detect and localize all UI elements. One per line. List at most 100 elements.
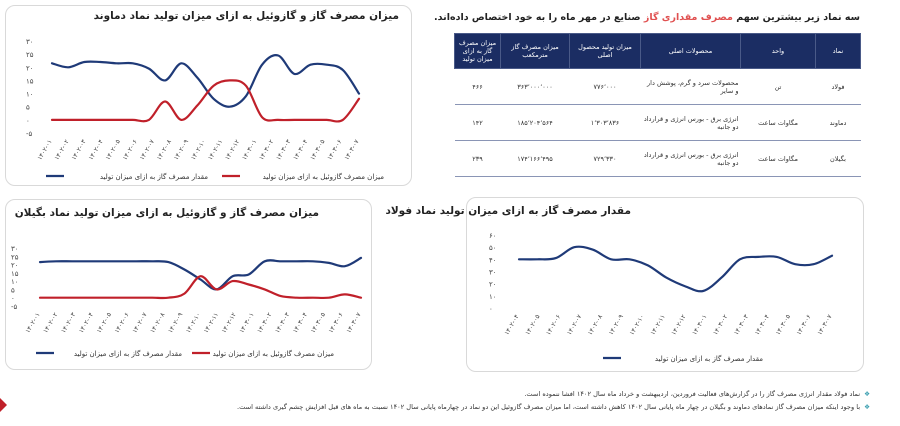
x-tick-label: ۱۴۰۳-۰۷	[816, 313, 834, 337]
gas-consumption-series-line	[38, 256, 363, 291]
x-tick-label: ۱۴۰۲-۱۱	[649, 314, 666, 337]
x-tick-label: ۱۴۰۲-۰۶	[122, 139, 139, 162]
x-tick-label: ۱۴۰۲-۰۸	[149, 311, 167, 335]
table-title-before: سه نماد زیر بیشترین سهم	[736, 12, 860, 23]
y-tick-label: ۱۰	[26, 91, 34, 99]
foolad-chart-panel: مقدار مصرف گاز به ازای میزان تولید نماد …	[385, 197, 864, 372]
y-tick-label: ۴۰	[489, 256, 497, 264]
x-tick-label: ۱۴۰۳-۰۳	[733, 313, 751, 337]
header-symbol: نماد	[815, 33, 861, 69]
y-tick-label: ۰	[26, 117, 30, 125]
x-tick-label: ۱۴۰۲-۰۹	[173, 138, 191, 162]
header-gas-per-production: میزان مصرف گاز به ازای میزان تولید	[454, 33, 501, 69]
x-tick-label: ۱۴۰۲-۱۰	[629, 314, 646, 337]
gas-consumption-table: نماد واحد محصولات اصلی میزان تولید محصول…	[454, 33, 861, 177]
legend-label: میزان مصرف گازوئیل به ازای میزان تولید	[263, 172, 385, 181]
table-title: سه نماد زیر بیشترین سهم مصرف مقداری گاز …	[434, 12, 860, 23]
x-tick-label: ۱۴۰۳-۰۲	[256, 311, 274, 335]
y-tick-label: ۵	[26, 104, 30, 112]
y-tick-label: ۱۰	[489, 293, 497, 301]
header-main-products: محصولات اصلی	[640, 33, 741, 69]
cell-unit: تن	[740, 68, 816, 105]
page-edge-marker	[0, 398, 7, 412]
y-tick-label: ۵۰	[489, 244, 497, 252]
x-tick-label: ۱۴۰۳-۰۴	[754, 314, 771, 337]
table-header-row: نماد واحد محصولات اصلی میزان تولید محصول…	[454, 33, 861, 69]
x-tick-label: ۱۴۰۲-۱۲	[224, 138, 242, 162]
x-tick-label: ۱۴۰۳-۰۳	[274, 311, 292, 335]
x-tick-label: ۱۴۰۳-۰۵	[775, 313, 793, 337]
x-tick-label: ۱۴۰۳-۰۶	[328, 312, 345, 335]
footnote-text: نماد فولاد مقدار انرژی مصرف گاز را در گز…	[524, 390, 861, 398]
x-tick-label: ۱۴۰۲-۰۱	[36, 139, 53, 162]
x-tick-label: ۱۴۰۳-۰۷	[345, 311, 363, 335]
cell-production: ۷۲۹٬۳۳۰	[569, 140, 641, 177]
x-tick-label: ۱۴۰۲-۰۷	[131, 311, 149, 335]
table-title-highlight: مصرف مقداری گاز	[643, 12, 733, 23]
cell-products: محصولات سرد و گرم، پوشش دار و سایر	[640, 68, 741, 105]
y-tick-label: ۰	[489, 305, 493, 313]
legend-label: مقدار مصرف گاز به ازای میزان تولید	[655, 354, 763, 363]
legend-label: مقدار مصرف گاز به ازای میزان تولید	[100, 172, 208, 181]
x-tick-label: ۱۴۰۲-۰۷	[566, 313, 584, 337]
x-tick-label: ۱۴۰۲-۱۱	[207, 139, 224, 162]
y-tick-label: ۱۵	[11, 270, 19, 278]
x-tick-label: ۱۴۰۲-۱۰	[185, 312, 202, 335]
y-tick-label: ۲۰	[489, 281, 497, 289]
header-gas-consumption: میزان مصرف گاز مترمکعب	[500, 33, 570, 69]
cell-products: انرژی برق - بورس انرژی و قرارداد دو جانب…	[640, 104, 741, 141]
table-row: دماوند مگاوات ساعت انرژی برق - بورس انرژ…	[454, 104, 861, 141]
y-tick-label: ۳۰	[11, 245, 19, 253]
diesel-consumption-series-line	[50, 79, 361, 123]
x-tick-label: ۱۴۰۳-۰۲	[712, 313, 730, 337]
x-tick-label: ۱۴۰۲-۱۰	[190, 139, 207, 162]
x-tick-label: ۱۴۰۲-۰۴	[88, 139, 105, 162]
cell-gas: ۱۸۵٬۲۰۴٬۵۶۴	[500, 104, 570, 141]
table-title-after: صنایع در مهر ماه را به خود اختصاص داده‌ا…	[434, 12, 641, 23]
y-tick-label: ۵	[11, 286, 15, 294]
x-tick-label: ۱۴۰۳-۰۴	[292, 139, 309, 162]
cell-gas: ۱۷۴٬۱۶۶٬۴۹۵	[500, 140, 570, 177]
gas-consumption-table-area: سه نماد زیر بیشترین سهم مصرف مقداری گاز …	[434, 6, 866, 186]
cell-unit: مگاوات ساعت	[740, 104, 816, 141]
cell-gas-per-unit: ۱۴۲	[454, 104, 501, 141]
x-tick-label: ۱۴۰۲-۰۸	[587, 313, 605, 337]
footnote: ❖با وجود اینکه میزان مصرف گاز نمادهای دم…	[30, 403, 870, 411]
footnotes: ❖نماد فولاد مقدار انرژی مصرف گاز را در گ…	[30, 390, 870, 416]
x-tick-label: ۱۴۰۲-۰۵	[524, 313, 542, 337]
y-tick-label: ۱۵	[26, 77, 34, 85]
y-tick-label: -۵	[26, 130, 33, 138]
x-tick-label: ۱۴۰۲-۰۶	[545, 314, 562, 337]
x-tick-label: ۱۴۰۲-۰۳	[70, 138, 88, 162]
x-tick-label: ۱۴۰۳-۰۳	[275, 138, 293, 162]
x-tick-label: ۱۴۰۳-۰۵	[310, 311, 328, 335]
x-tick-label: ۱۴۰۲-۰۷	[139, 138, 157, 162]
diamond-bullet-icon: ❖	[864, 403, 870, 411]
footnote: ❖نماد فولاد مقدار انرژی مصرف گاز را در گ…	[30, 390, 870, 398]
cell-production: ۷۷۶٬۰۰۰	[569, 68, 641, 105]
gas-consumption-series-line	[50, 54, 361, 108]
x-tick-label: ۱۴۰۲-۰۶	[114, 312, 131, 335]
foolad-chart-title: مقدار مصرف گاز به ازای میزان تولید نماد …	[385, 205, 631, 217]
cell-unit: مگاوات ساعت	[740, 140, 816, 177]
x-tick-label: ۱۴۰۳-۰۴	[292, 312, 309, 335]
footnote-text: با وجود اینکه میزان مصرف گاز نمادهای دما…	[237, 403, 861, 411]
y-tick-label: ۲۵	[26, 51, 34, 59]
x-tick-label: ۱۴۰۲-۱۱	[203, 312, 220, 335]
header-production: میزان تولید محصول اصلی	[569, 33, 641, 69]
cell-gas-per-unit: ۴۶۶	[454, 68, 501, 105]
x-tick-label: ۱۴۰۳-۰۷	[343, 138, 361, 162]
y-tick-label: ۲۰	[26, 64, 34, 72]
y-tick-label: ۶۰	[489, 232, 497, 240]
x-tick-label: ۱۴۰۳-۰۶	[796, 314, 813, 337]
cell-gas-per-unit: ۲۳۹	[454, 140, 501, 177]
y-tick-label: ۳۰	[489, 269, 497, 277]
x-tick-label: ۱۴۰۲-۰۹	[608, 313, 626, 337]
gas-consumption-series-line	[517, 245, 834, 293]
bekilan-chart-title: میزان مصرف گاز و گازوئیل به ازای میزان ت…	[14, 207, 319, 219]
y-tick-label: ۱۰	[11, 278, 19, 286]
cell-symbol: بگیلان	[815, 140, 861, 177]
x-tick-label: ۱۴۰۳-۰۱	[241, 139, 258, 162]
